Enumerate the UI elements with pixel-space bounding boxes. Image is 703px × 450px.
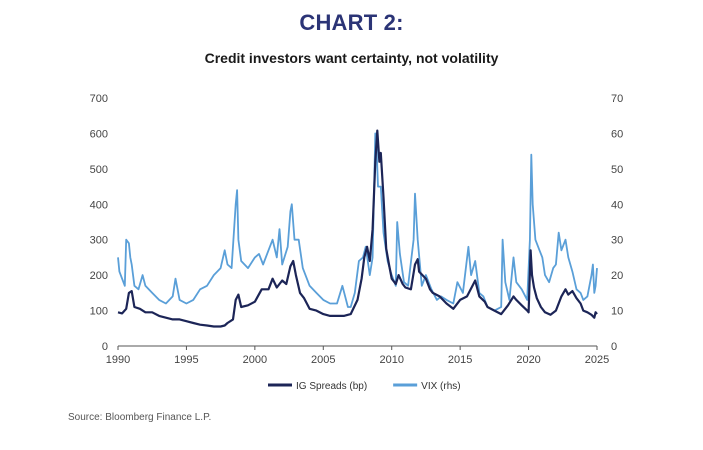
x-tick-label: 2025 <box>585 354 609 366</box>
y-tick-label: 700 <box>90 93 108 105</box>
y2-tick-label: 20 <box>611 270 623 282</box>
y2-tick-label: 60 <box>611 128 623 140</box>
series-line-vix <box>117 132 598 312</box>
y2-tick-label: 10 <box>611 306 623 318</box>
y2-tick-label: 40 <box>611 199 623 211</box>
source-note: Source: Bloomberg Finance L.P. <box>68 412 212 423</box>
chart-title: Credit investors want certainty, not vol… <box>204 50 499 66</box>
y-tick-label: 0 <box>102 341 108 353</box>
y2-tick-label: 70 <box>611 93 623 105</box>
x-tick-label: 1995 <box>174 354 198 366</box>
x-tick-label: 2010 <box>379 354 403 366</box>
legend-label-ig-spreads: IG Spreads (bp) <box>296 381 367 392</box>
x-tick-label: 2015 <box>448 354 472 366</box>
y2-tick-label: 50 <box>611 164 623 176</box>
y-tick-label: 600 <box>90 128 108 140</box>
y-tick-label: 500 <box>90 164 108 176</box>
y-tick-label: 200 <box>90 270 108 282</box>
y-tick-label: 100 <box>90 306 108 318</box>
x-tick-label: 2020 <box>516 354 540 366</box>
legend: IG Spreads (bp) VIX (rhs) <box>268 381 461 392</box>
x-tick-label: 1990 <box>106 354 130 366</box>
chart-heading: CHART 2: <box>299 10 404 35</box>
y-tick-label: 400 <box>90 199 108 211</box>
y2-tick-label: 30 <box>611 235 623 247</box>
axes: 1990 1995 2000 2005 2010 2015 2020 202501002003… <box>90 93 624 366</box>
x-tick-label: 2000 <box>243 354 267 366</box>
series-line-ig-spreads <box>117 129 598 328</box>
series-group <box>117 129 598 328</box>
legend-label-vix: VIX (rhs) <box>421 381 460 392</box>
x-tick-label: 2005 <box>311 354 335 366</box>
y-tick-label: 300 <box>90 235 108 247</box>
y2-tick-label: 0 <box>611 341 617 353</box>
